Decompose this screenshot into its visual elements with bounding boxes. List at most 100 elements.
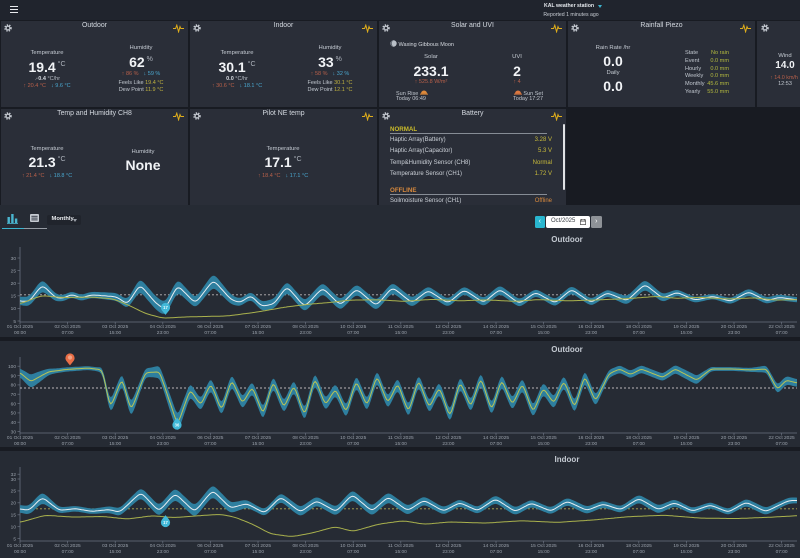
svg-text:90: 90 (11, 373, 17, 379)
svg-text:01 Oct 2025: 01 Oct 2025 (7, 324, 33, 330)
svg-text:15:00: 15:00 (252, 330, 264, 336)
svg-text:15 Oct 2025: 15 Oct 2025 (531, 435, 557, 441)
svg-text:60: 60 (11, 401, 17, 407)
svg-text:23:00: 23:00 (442, 441, 454, 447)
svg-text:22 Oct 2025: 22 Oct 2025 (769, 435, 795, 441)
svg-text:23:00: 23:00 (585, 441, 597, 447)
svg-text:07:00: 07:00 (204, 441, 216, 447)
svg-text:70: 70 (11, 392, 17, 398)
svg-text:18 Oct 2025: 18 Oct 2025 (626, 324, 652, 330)
svg-text:23:00: 23:00 (300, 549, 312, 555)
svg-text:07:00: 07:00 (62, 549, 74, 555)
svg-text:23:00: 23:00 (728, 441, 740, 447)
svg-text:04 Oct 2025: 04 Oct 2025 (150, 324, 176, 330)
svg-text:15:00: 15:00 (109, 330, 121, 336)
svg-text:10: 10 (11, 306, 17, 312)
svg-text:15: 15 (11, 513, 17, 519)
svg-text:15:00: 15:00 (680, 549, 692, 555)
svg-text:02 Oct 2025: 02 Oct 2025 (55, 543, 81, 549)
svg-text:15:00: 15:00 (680, 441, 692, 447)
svg-text:22 Oct 2025: 22 Oct 2025 (769, 324, 795, 330)
svg-text:22 Oct 2025: 22 Oct 2025 (769, 543, 795, 549)
svg-text:03 Oct 2025: 03 Oct 2025 (102, 324, 128, 330)
svg-text:15:00: 15:00 (395, 441, 407, 447)
svg-text:16 Oct 2025: 16 Oct 2025 (578, 435, 604, 441)
svg-text:07:00: 07:00 (347, 549, 359, 555)
svg-text:23:00: 23:00 (300, 330, 312, 336)
svg-text:17: 17 (163, 305, 168, 310)
svg-text:23:00: 23:00 (157, 549, 169, 555)
svg-text:00:00: 00:00 (14, 330, 26, 336)
svg-text:36: 36 (175, 423, 180, 428)
svg-text:32: 32 (11, 472, 17, 478)
svg-text:12 Oct 2025: 12 Oct 2025 (435, 435, 461, 441)
svg-text:23:00: 23:00 (300, 441, 312, 447)
svg-text:15:00: 15:00 (538, 330, 550, 336)
svg-text:02 Oct 2025: 02 Oct 2025 (55, 324, 81, 330)
svg-text:12 Oct 2025: 12 Oct 2025 (435, 543, 461, 549)
svg-text:5: 5 (13, 319, 16, 325)
svg-text:5: 5 (13, 536, 16, 542)
svg-text:14 Oct 2025: 14 Oct 2025 (483, 543, 509, 549)
svg-text:20: 20 (11, 281, 17, 287)
svg-text:23:00: 23:00 (157, 441, 169, 447)
svg-text:07:00: 07:00 (62, 441, 74, 447)
svg-text:15:00: 15:00 (395, 330, 407, 336)
svg-text:15:00: 15:00 (538, 441, 550, 447)
svg-text:23:00: 23:00 (585, 549, 597, 555)
svg-text:23:00: 23:00 (728, 549, 740, 555)
svg-text:00:00: 00:00 (14, 549, 26, 555)
svg-text:07:00: 07:00 (490, 549, 502, 555)
svg-text:14 Oct 2025: 14 Oct 2025 (483, 435, 509, 441)
svg-text:11 Oct 2025: 11 Oct 2025 (388, 324, 414, 330)
svg-text:23:00: 23:00 (157, 330, 169, 336)
svg-text:30: 30 (11, 429, 17, 435)
svg-text:19 Oct 2025: 19 Oct 2025 (673, 435, 699, 441)
svg-text:00:00: 00:00 (14, 441, 26, 447)
svg-text:07:00: 07:00 (776, 441, 788, 447)
svg-text:08 Oct 2025: 08 Oct 2025 (293, 324, 319, 330)
svg-text:30: 30 (11, 256, 17, 262)
svg-text:Outdoor: Outdoor (551, 235, 583, 244)
svg-text:10 Oct 2025: 10 Oct 2025 (340, 543, 366, 549)
svg-text:23:00: 23:00 (585, 330, 597, 336)
svg-text:07:00: 07:00 (776, 549, 788, 555)
svg-text:20 Oct 2025: 20 Oct 2025 (721, 435, 747, 441)
svg-text:Outdoor: Outdoor (551, 345, 583, 354)
svg-text:15:00: 15:00 (109, 549, 121, 555)
svg-text:19 Oct 2025: 19 Oct 2025 (673, 543, 699, 549)
svg-text:08 Oct 2025: 08 Oct 2025 (293, 435, 319, 441)
svg-text:23:00: 23:00 (442, 549, 454, 555)
svg-text:30: 30 (11, 477, 17, 483)
svg-text:15:00: 15:00 (538, 549, 550, 555)
svg-text:12 Oct 2025: 12 Oct 2025 (435, 324, 461, 330)
svg-text:20 Oct 2025: 20 Oct 2025 (721, 543, 747, 549)
svg-text:20 Oct 2025: 20 Oct 2025 (721, 324, 747, 330)
svg-text:07:00: 07:00 (347, 330, 359, 336)
svg-text:03 Oct 2025: 03 Oct 2025 (102, 435, 128, 441)
svg-text:40: 40 (11, 420, 17, 426)
svg-text:14 Oct 2025: 14 Oct 2025 (483, 324, 509, 330)
svg-text:Indoor: Indoor (555, 455, 580, 464)
svg-text:07:00: 07:00 (204, 549, 216, 555)
svg-text:07:00: 07:00 (347, 441, 359, 447)
svg-text:01 Oct 2025: 01 Oct 2025 (7, 543, 33, 549)
svg-text:10 Oct 2025: 10 Oct 2025 (340, 435, 366, 441)
svg-text:11 Oct 2025: 11 Oct 2025 (388, 543, 414, 549)
svg-text:23:00: 23:00 (728, 330, 740, 336)
svg-text:23:00: 23:00 (442, 330, 454, 336)
svg-text:07 Oct 2025: 07 Oct 2025 (245, 543, 271, 549)
svg-text:04 Oct 2025: 04 Oct 2025 (150, 435, 176, 441)
svg-text:18 Oct 2025: 18 Oct 2025 (626, 435, 652, 441)
svg-text:25: 25 (11, 489, 17, 495)
svg-text:20: 20 (11, 501, 17, 507)
svg-text:50: 50 (11, 411, 17, 417)
svg-text:15 Oct 2025: 15 Oct 2025 (531, 543, 557, 549)
svg-text:07 Oct 2025: 07 Oct 2025 (245, 324, 271, 330)
svg-text:100: 100 (8, 364, 16, 370)
svg-text:07:00: 07:00 (62, 330, 74, 336)
svg-text:15:00: 15:00 (252, 549, 264, 555)
svg-text:80: 80 (11, 383, 17, 389)
svg-text:06 Oct 2025: 06 Oct 2025 (197, 324, 223, 330)
svg-text:10 Oct 2025: 10 Oct 2025 (340, 324, 366, 330)
